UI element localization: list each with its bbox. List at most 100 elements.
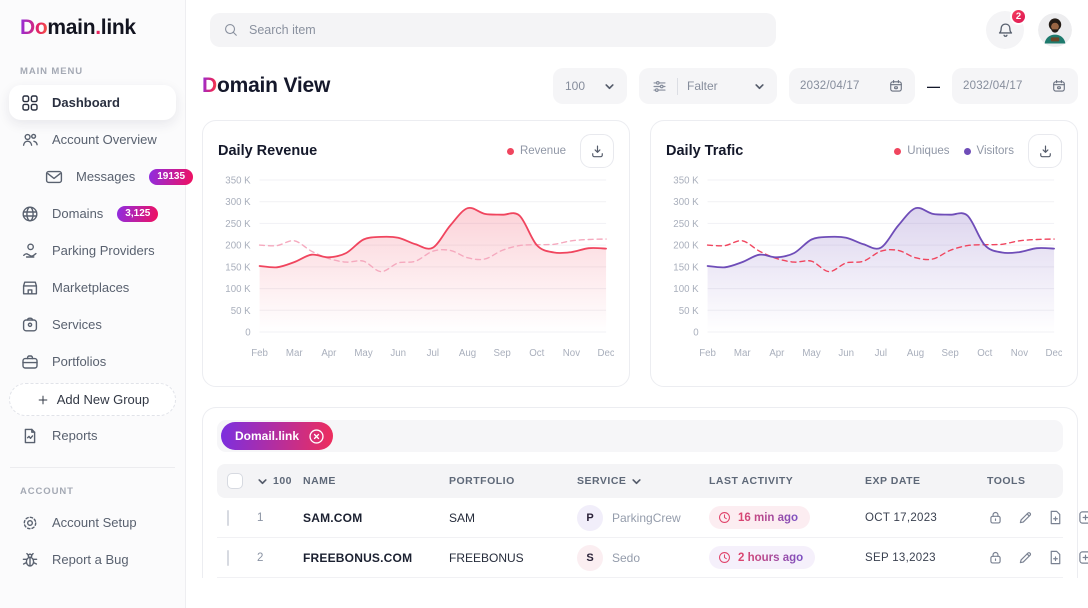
lock-icon[interactable]	[987, 549, 1004, 566]
svg-text:Jun: Jun	[838, 348, 854, 359]
brand-logo-suffix: link	[100, 16, 136, 39]
file-add-icon[interactable]	[1047, 509, 1064, 526]
sidebar-item-parking-providers[interactable]: Parking Providers	[9, 233, 176, 268]
messages-count-badge: 19135	[149, 168, 194, 185]
svg-text:Feb: Feb	[251, 348, 268, 359]
notification-count-badge: 2	[1010, 8, 1027, 25]
legend-dot-icon	[894, 147, 902, 155]
svg-text:Mar: Mar	[286, 348, 303, 359]
avatar-image	[1038, 13, 1072, 47]
portfolio-name: SAM	[449, 510, 476, 525]
pencil-icon[interactable]	[1017, 549, 1034, 566]
table-header-row: 100 NAME PORTFOLIO SERVICE LAST ACTIVITY…	[217, 464, 1063, 498]
user-avatar[interactable]	[1038, 13, 1072, 47]
column-header-last-activity: LAST ACTIVITY	[709, 475, 794, 487]
lock-icon[interactable]	[987, 509, 1004, 526]
note-add-icon[interactable]	[1077, 549, 1088, 566]
sidebar-item-services[interactable]: Services	[9, 307, 176, 342]
legend-item-revenue: Revenue	[506, 145, 566, 157]
svg-text:Dec: Dec	[1045, 348, 1062, 359]
legend-item-uniques: Uniques	[894, 145, 950, 157]
remove-filter-icon[interactable]	[307, 427, 326, 446]
download-chart-button[interactable]	[580, 134, 614, 168]
row-checkbox[interactable]	[227, 509, 229, 526]
chevron-down-icon	[631, 476, 642, 487]
bug-icon	[20, 550, 40, 570]
table-body: 1 SAM.COM SAM P ParkingCrew 16 min ago OCT 17,…	[217, 498, 1088, 578]
domain-name: FREEBONUS.COM	[303, 550, 413, 565]
sidebar-item-reports[interactable]: Reports	[9, 418, 176, 453]
chart-title: Daily Revenue	[218, 143, 318, 159]
parking-icon	[20, 241, 40, 261]
sidebar-item-add-new-group[interactable]: Add New Group	[9, 383, 176, 416]
download-chart-button[interactable]	[1028, 134, 1062, 168]
svg-text:150 K: 150 K	[225, 262, 251, 273]
pencil-icon[interactable]	[1017, 509, 1034, 526]
exp-date: SEP 13,2023	[865, 551, 936, 564]
last-activity-badge: 16 min ago	[709, 506, 811, 529]
svg-text:200 K: 200 K	[225, 241, 251, 252]
topbar: 2	[186, 0, 1088, 60]
legend-dot-icon	[506, 147, 514, 155]
calendar-icon	[1051, 78, 1067, 94]
row-checkbox[interactable]	[227, 549, 229, 566]
sidebar-item-dashboard[interactable]: Dashboard	[9, 85, 176, 120]
plus-icon	[36, 393, 50, 407]
service-name: ParkingCrew	[612, 510, 681, 525]
svg-text:Jul: Jul	[875, 348, 887, 359]
chevron-down-icon	[754, 81, 765, 92]
page-size-select[interactable]: 100	[553, 68, 627, 104]
date-to-picker[interactable]: 2032/04/17	[952, 68, 1078, 104]
download-icon	[1037, 143, 1054, 160]
date-from-picker[interactable]: 2032/04/17	[789, 68, 915, 104]
download-icon	[589, 143, 606, 160]
sidebar-item-messages[interactable]: Messages 19135	[33, 159, 194, 194]
page-controls: 100 Falter 2032/04/17 — 2032/04/17	[553, 68, 1078, 104]
calendar-icon	[888, 78, 904, 94]
chart-card-header: Daily Revenue Revenue	[218, 134, 614, 168]
sidebar-item-account-setup[interactable]: Account Setup	[9, 505, 176, 540]
svg-text:Feb: Feb	[699, 348, 716, 359]
revenue-chart: 350 K 300 K 250 K 200 K 150 K 100 K 50 K 0 Feb Ma…	[218, 170, 614, 382]
sidebar-item-domains[interactable]: Domains 3,125	[9, 196, 176, 231]
svg-text:May: May	[354, 348, 372, 359]
domain-name: SAM.COM	[303, 510, 363, 525]
select-all-checkbox[interactable]	[227, 473, 243, 489]
row-number: 2	[257, 551, 264, 564]
search-input[interactable]	[249, 23, 763, 37]
sidebar-item-account-overview[interactable]: Account Overview	[9, 122, 176, 157]
chart-title: Daily Trafic	[666, 143, 744, 159]
service-cell: S Sedo	[577, 544, 709, 571]
sidebar-main-menu: Dashboard Account Overview Messages 19135 Do…	[0, 85, 194, 453]
file-add-icon[interactable]	[1047, 549, 1064, 566]
search-box[interactable]	[210, 13, 776, 47]
chart-card-header: Daily Trafic Uniques Visitors	[666, 134, 1062, 168]
svg-text:250 K: 250 K	[225, 219, 251, 230]
svg-text:Sep: Sep	[493, 348, 511, 359]
svg-text:100 K: 100 K	[673, 284, 699, 295]
row-count-control[interactable]: 100	[257, 475, 303, 487]
svg-text:Oct: Oct	[977, 348, 992, 359]
svg-text:350 K: 350 K	[673, 175, 699, 186]
svg-text:Nov: Nov	[563, 348, 580, 359]
column-header-service[interactable]: SERVICE	[577, 475, 709, 487]
svg-text:300 K: 300 K	[673, 197, 699, 208]
column-header-portfolio: PORTFOLIO	[449, 475, 515, 487]
row-number: 1	[257, 511, 264, 524]
note-add-icon[interactable]	[1077, 509, 1088, 526]
filter-sliders-icon	[651, 78, 668, 95]
legend-dot-icon	[963, 147, 971, 155]
row-tools	[987, 509, 1088, 526]
exp-date: OCT 17,2023	[865, 511, 938, 524]
daily-trafic-card: Daily Trafic Uniques Visitors 350 K 300 K 2…	[650, 120, 1078, 387]
filter-chip-domail-link[interactable]: Domail.link	[221, 422, 334, 450]
sidebar-item-report-a-bug[interactable]: Report a Bug	[9, 542, 176, 577]
filter-dropdown[interactable]: Falter	[639, 68, 777, 104]
chart-legend: Uniques Visitors	[894, 145, 1014, 157]
svg-text:Oct: Oct	[529, 348, 544, 359]
sidebar-item-portfolios[interactable]: Portfolios	[9, 344, 176, 379]
sidebar-item-marketplaces[interactable]: Marketplaces	[9, 270, 176, 305]
date-from-value: 2032/04/17	[800, 80, 860, 92]
svg-text:Apr: Apr	[321, 348, 337, 359]
report-icon	[20, 426, 40, 446]
